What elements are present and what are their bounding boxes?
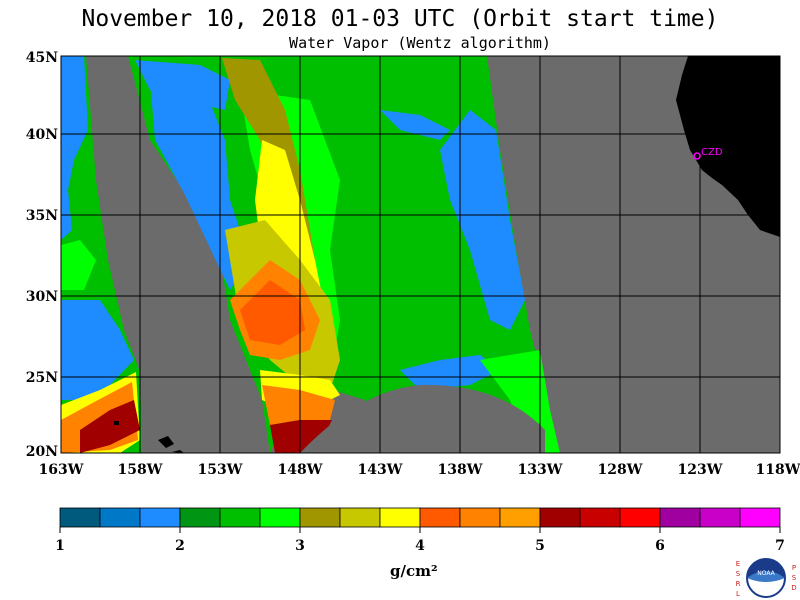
north-america-land (676, 56, 780, 237)
colorbar-swatch (659, 507, 701, 528)
left-swath-blue-lower (61, 300, 134, 400)
colorbar-swatch (379, 507, 421, 528)
colorbar-tick-label: 7 (775, 538, 785, 554)
lon-label: 163W (39, 462, 84, 478)
lon-label: 148W (278, 462, 323, 478)
colorbar-swatch (339, 507, 381, 528)
logo-letter: S (736, 570, 741, 578)
lon-label: 138W (438, 462, 483, 478)
lat-label: 35N (26, 208, 58, 224)
colorbar-swatch (739, 507, 781, 528)
colorbar-tick-label: 1 (55, 538, 65, 554)
grid (61, 56, 780, 453)
noaa-logo: NOAA E S R L P S D (736, 558, 797, 598)
lon-label: 153W (198, 462, 243, 478)
colorbar-swatch (219, 507, 261, 528)
lat-label: 45N (26, 50, 58, 66)
lat-label: 40N (26, 127, 58, 143)
logo-letter: P (792, 564, 796, 572)
colorbar-swatch (259, 507, 301, 528)
left-swath-red (80, 400, 140, 453)
colorbar-swatch (59, 507, 101, 528)
hawaii-island-2 (172, 450, 184, 453)
main-swath-blue-right (440, 110, 525, 330)
main-swath-blue-upper (135, 60, 230, 110)
station-label: CZD (701, 147, 723, 158)
left-swath-green2 (61, 240, 96, 290)
colorbar-swatch (579, 507, 621, 528)
colorbar-tick-label: 4 (415, 538, 425, 554)
hawaii-island (158, 436, 174, 448)
colorbar-swatch (499, 507, 541, 528)
no-data-notch (300, 384, 545, 453)
colorbar-swatch (139, 507, 181, 528)
colorbar-units: g/cm² (390, 562, 438, 580)
colorbar-tick-label: 5 (535, 538, 545, 554)
colorbar-swatch (459, 507, 501, 528)
map-title: November 10, 2018 01-03 UTC (Orbit start… (81, 6, 719, 32)
colorbar (59, 507, 781, 528)
main-swath-blue-left (150, 80, 250, 290)
main-swath-blue-mid (400, 355, 500, 390)
colorbar-swatch (699, 507, 741, 528)
colorbar-swatch (539, 507, 581, 528)
lat-label: 25N (26, 370, 58, 386)
colorbar-swatch (299, 507, 341, 528)
colorbar-swatch (99, 507, 141, 528)
logo-letter: R (736, 580, 741, 588)
station-marker-icon (693, 152, 701, 160)
colorbar-swatch (179, 507, 221, 528)
logo-letter: D (791, 584, 796, 592)
colorbar-tick-label: 6 (655, 538, 665, 554)
logo-center-text: NOAA (757, 570, 775, 577)
colorbar-swatch (619, 507, 661, 528)
colorbar-swatch (419, 507, 461, 528)
lat-label: 20N (26, 444, 58, 460)
lon-label: 158W (118, 462, 163, 478)
map-subtitle: Water Vapor (Wentz algorithm) (289, 34, 551, 52)
lon-label: 118W (756, 462, 800, 478)
lon-label: 133W (518, 462, 563, 478)
logo-letter: L (736, 590, 740, 598)
hawaii-island-3 (114, 421, 119, 425)
logo-letter: S (792, 574, 797, 582)
lon-label: 143W (358, 462, 403, 478)
logo-letter: E (736, 560, 740, 568)
lon-label: 123W (678, 462, 723, 478)
colorbar-tick-label: 2 (175, 538, 185, 554)
plot-frame (60, 55, 781, 454)
colorbar-tick-label: 3 (295, 538, 305, 554)
left-swath-blue (61, 56, 88, 240)
lat-label: 30N (26, 289, 58, 305)
main-swath-orange-lower (262, 385, 335, 425)
lon-label: 128W (598, 462, 643, 478)
main-swath-blue-right2 (380, 110, 450, 140)
